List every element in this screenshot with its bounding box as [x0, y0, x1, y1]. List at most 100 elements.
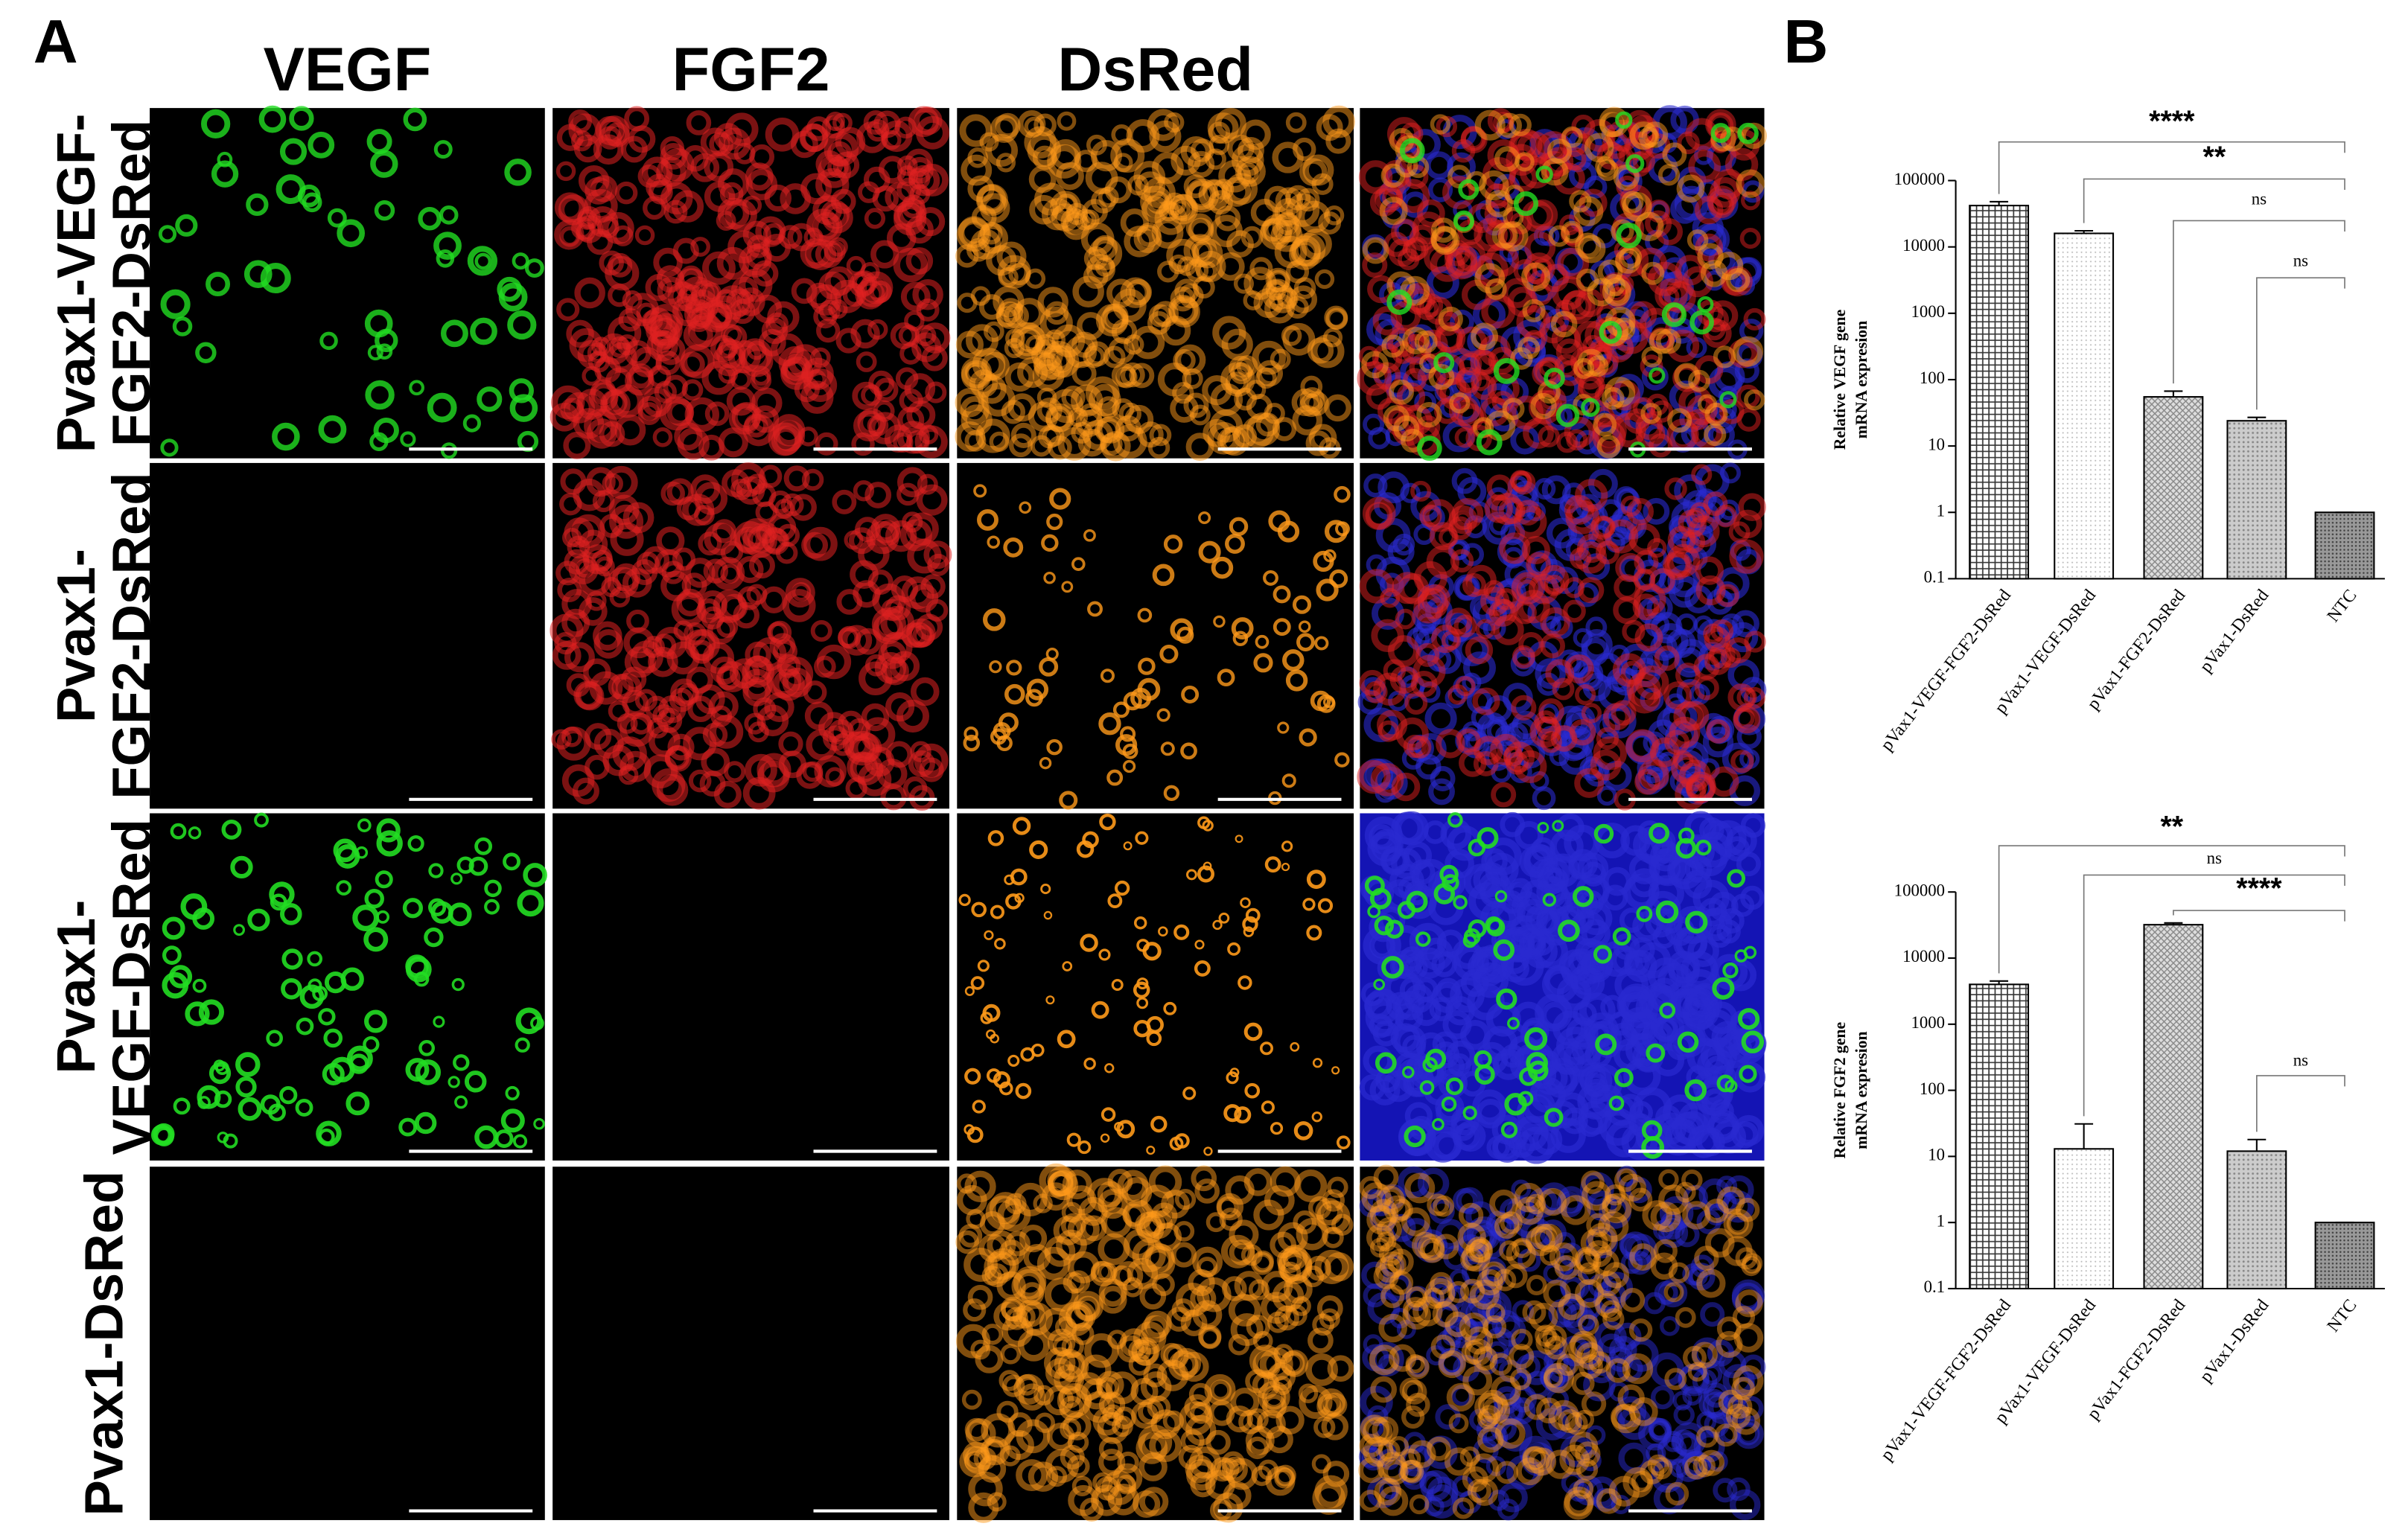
cell — [185, 1001, 210, 1027]
cell — [1358, 160, 1393, 194]
cell — [1363, 1334, 1383, 1355]
cell — [470, 317, 497, 345]
bar — [2054, 1148, 2115, 1290]
cell — [815, 167, 850, 202]
cell — [1101, 1107, 1116, 1122]
cell — [1173, 924, 1190, 940]
cell — [1115, 734, 1138, 756]
column-header: DsRed — [1057, 34, 1253, 103]
bar — [2226, 1150, 2287, 1290]
cell — [1642, 1200, 1673, 1231]
significance-bracket — [1998, 845, 2345, 974]
cell — [1168, 294, 1199, 325]
cell — [1261, 1271, 1293, 1303]
cell — [1146, 1030, 1162, 1047]
cell — [1045, 1449, 1080, 1483]
cell — [609, 504, 644, 539]
cell — [1173, 1221, 1195, 1242]
cell — [1710, 123, 1731, 143]
cell — [1484, 494, 1513, 523]
cell — [1334, 485, 1351, 503]
cell — [1374, 1478, 1402, 1506]
cell — [1526, 552, 1551, 578]
cell — [574, 277, 605, 309]
cell — [1163, 535, 1183, 554]
cell — [881, 120, 913, 153]
cell — [1281, 840, 1293, 852]
cell — [1485, 852, 1519, 887]
cell — [515, 1037, 530, 1053]
micrograph-bg — [957, 462, 1354, 809]
cell — [994, 937, 1006, 950]
cell — [515, 1007, 543, 1035]
cell — [1628, 1397, 1658, 1426]
cell — [503, 852, 520, 871]
cell — [1186, 869, 1197, 881]
cell — [1458, 179, 1479, 200]
cell — [914, 425, 948, 459]
cell — [1414, 1229, 1448, 1263]
cell — [587, 229, 614, 255]
cell — [1640, 1460, 1665, 1484]
cell — [407, 835, 424, 852]
cell — [1497, 112, 1522, 138]
micrograph — [957, 462, 1354, 810]
cell — [1696, 1047, 1735, 1085]
cell — [1298, 620, 1311, 634]
cell — [1514, 500, 1541, 526]
cell — [1590, 749, 1622, 781]
cell — [719, 182, 744, 206]
cell — [637, 165, 661, 188]
cell — [1462, 573, 1486, 598]
cell — [1482, 1396, 1511, 1425]
cell — [1737, 122, 1759, 144]
cell — [1124, 226, 1156, 258]
cell — [1098, 1189, 1128, 1219]
significance-bracket — [2256, 277, 2345, 410]
cell — [1722, 962, 1739, 979]
cell — [1406, 1392, 1430, 1417]
cell — [1661, 302, 1687, 328]
cell — [1542, 893, 1557, 907]
cell — [1061, 581, 1074, 593]
cell — [1535, 1324, 1557, 1347]
cell — [1539, 1245, 1561, 1266]
cell — [533, 1117, 545, 1130]
cell — [752, 483, 777, 508]
cell — [1727, 869, 1746, 888]
cell — [689, 639, 714, 664]
cell — [1266, 1426, 1293, 1454]
cell — [1611, 1403, 1641, 1434]
cell — [586, 418, 617, 449]
cell — [462, 414, 481, 433]
y-tick-label: 0.1 — [1924, 568, 1946, 587]
cell — [1535, 1407, 1569, 1440]
cell — [1556, 1353, 1579, 1376]
significance-bracket — [2256, 1075, 2345, 1132]
cell — [1133, 1019, 1151, 1038]
cell — [1614, 1068, 1634, 1088]
cell — [1225, 533, 1245, 554]
cell — [1083, 1057, 1096, 1070]
cell — [1431, 625, 1460, 654]
cell — [1704, 423, 1727, 447]
cell — [1544, 965, 1574, 995]
cell — [1229, 1219, 1259, 1250]
cell — [555, 161, 576, 182]
cell — [1403, 734, 1427, 759]
cell — [1059, 791, 1078, 810]
cell — [1375, 1052, 1397, 1074]
cell — [844, 730, 880, 766]
cell — [1515, 1196, 1544, 1225]
cell — [1098, 1391, 1126, 1418]
cell — [1010, 422, 1036, 448]
cell — [1649, 433, 1673, 458]
cell — [235, 1052, 261, 1077]
cell — [1478, 1257, 1507, 1286]
cell — [428, 898, 447, 916]
cell — [1267, 1311, 1289, 1333]
cell — [744, 712, 766, 735]
cell — [1510, 347, 1533, 370]
cell — [1471, 1054, 1500, 1082]
